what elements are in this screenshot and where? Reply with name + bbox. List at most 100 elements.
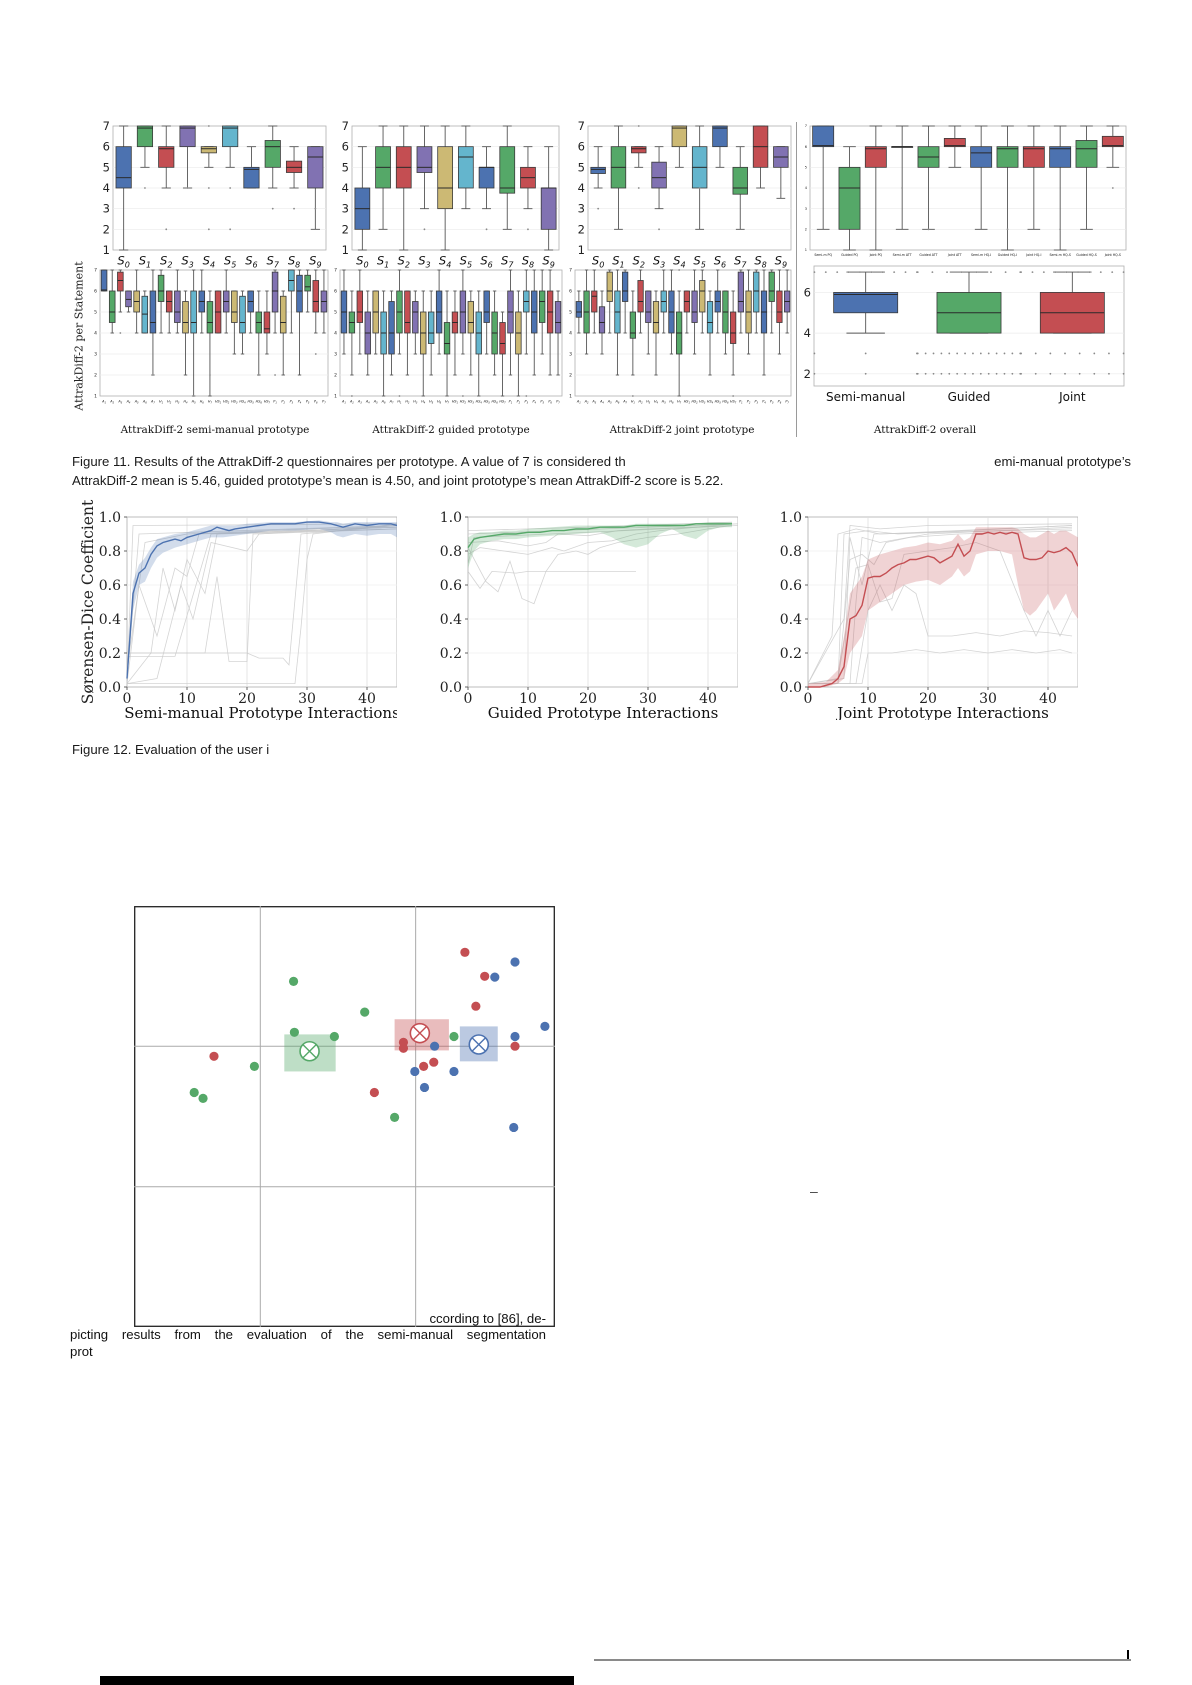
svg-text:HS4: HS4 — [707, 399, 714, 404]
svg-text:0.4: 0.4 — [440, 612, 462, 628]
svg-text:0: 0 — [464, 691, 473, 707]
boxplot-joint-per-statement: 1 2 3 4 5 6 7 A1 A2 A3 A4 A5 A6 A7 H1 H2 H3 H4 H5 H6 H7 HS1 HS… — [563, 262, 795, 412]
svg-text:10: 10 — [519, 691, 537, 707]
svg-text:1.0: 1.0 — [99, 510, 121, 526]
svg-text:HS3: HS3 — [231, 399, 238, 404]
svg-text:Joint HQ-S: Joint HQ-S — [1104, 253, 1121, 257]
svg-text:7: 7 — [569, 268, 572, 274]
subcaption-joint: AttrakDiff-2 joint prototype — [609, 424, 755, 436]
svg-text:7: 7 — [578, 119, 585, 133]
svg-text:2: 2 — [569, 373, 572, 379]
svg-text:P6: P6 — [314, 399, 318, 404]
svg-text:0.6: 0.6 — [99, 578, 121, 594]
svg-text:0.8: 0.8 — [780, 544, 802, 560]
svg-text:A5: A5 — [607, 399, 612, 404]
svg-text:A7: A7 — [150, 399, 155, 404]
svg-text:H5: H5 — [662, 399, 667, 404]
svg-text:A2: A2 — [349, 399, 354, 404]
svg-text:P5: P5 — [540, 399, 544, 404]
svg-text:A1: A1 — [341, 399, 346, 404]
svg-text:0.2: 0.2 — [780, 646, 802, 662]
svg-text:Semi-manual: Semi-manual — [826, 390, 905, 404]
svg-text:6: 6 — [94, 289, 97, 295]
subcaption-guided: AttrakDiff-2 guided prototype — [372, 424, 530, 436]
body-text-line1: ccording to [86], de- — [429, 1311, 546, 1326]
figure11-caption-line1-left: Figure 11. Results of the AttrakDiff-2 q… — [72, 454, 626, 469]
svg-text:6: 6 — [578, 140, 585, 154]
svg-text:H5: H5 — [429, 399, 434, 404]
svg-text:0: 0 — [804, 691, 813, 707]
svg-text:30: 30 — [639, 691, 657, 707]
svg-text:H6: H6 — [437, 399, 442, 404]
svg-text:1.0: 1.0 — [780, 510, 802, 526]
svg-text:Joint PQ: Joint PQ — [869, 253, 883, 257]
svg-text:7: 7 — [342, 119, 349, 133]
boxplot-guided-per-statement: 1 2 3 4 5 6 7 A1 A2 A3 A4 A5 A6 A7 H1 H2 H3 H4 H5 H6 H7 HS1 HS… — [328, 262, 566, 412]
svg-text:P5: P5 — [770, 399, 774, 404]
svg-text:Guided: Guided — [948, 390, 991, 404]
svg-text:Semi-m PQ: Semi-m PQ — [814, 253, 832, 257]
svg-text:5: 5 — [103, 160, 110, 174]
svg-text:4: 4 — [569, 331, 572, 337]
svg-text:P2: P2 — [281, 399, 285, 404]
svg-text:H4: H4 — [654, 399, 659, 404]
figure-panel-divider — [796, 122, 797, 437]
svg-text:H1: H1 — [159, 399, 164, 404]
svg-text:HS1: HS1 — [452, 399, 459, 404]
svg-text:P1: P1 — [739, 399, 743, 404]
svg-text:H2: H2 — [167, 399, 172, 404]
svg-text:P4: P4 — [762, 399, 766, 404]
svg-text:5: 5 — [805, 166, 807, 170]
svg-text:2: 2 — [334, 373, 337, 379]
svg-text:1: 1 — [578, 243, 585, 257]
svg-text:0.8: 0.8 — [440, 544, 462, 560]
svg-text:40: 40 — [699, 691, 717, 707]
svg-text:P3: P3 — [290, 399, 294, 404]
svg-text:HS6: HS6 — [256, 399, 263, 404]
svg-text:P4: P4 — [532, 399, 536, 404]
svg-text:Joint HQ-I: Joint HQ-I — [1025, 253, 1041, 257]
svg-text:0.4: 0.4 — [99, 612, 121, 628]
svg-text:H1: H1 — [397, 399, 402, 404]
bottom-black-bar — [100, 1676, 574, 1685]
svg-text:1: 1 — [334, 394, 337, 400]
svg-text:H4: H4 — [421, 399, 426, 404]
figure12-caption: Figure 12. Evaluation of the user i — [72, 742, 270, 757]
svg-text:3: 3 — [342, 202, 349, 216]
svg-text:4: 4 — [342, 181, 349, 195]
body-text-fragment: ccording to [86], de- picting results fr… — [70, 1311, 546, 1360]
svg-text:HS1: HS1 — [215, 399, 222, 404]
svg-text:HS7: HS7 — [264, 399, 271, 404]
boxplot-semimanual-per-statement: 1 2 3 4 5 6 7 A1 A2 A3 A4 A5 A6 A7 H1 H2 H3 H4 H5 H6 H7 HS1 HS… — [88, 262, 332, 412]
svg-text:6: 6 — [804, 285, 811, 299]
svg-text:2: 2 — [342, 222, 349, 236]
svg-text:4: 4 — [103, 181, 110, 195]
figure11-caption-line2: AttrakDiff-2 mean is 5.46, guided protot… — [72, 473, 724, 488]
fig11-y-axis-label: AttrakDiff-2 per Statement — [72, 261, 86, 411]
subcaption-overall: AttrakDiff-2 overall — [873, 424, 977, 436]
svg-text:P7: P7 — [556, 399, 560, 404]
svg-text:0.0: 0.0 — [780, 680, 802, 696]
svg-text:A6: A6 — [381, 399, 386, 404]
svg-text:40: 40 — [1039, 691, 1057, 707]
svg-text:HS4: HS4 — [476, 399, 483, 404]
svg-text:HS7: HS7 — [730, 399, 737, 404]
svg-text:4: 4 — [804, 326, 811, 340]
svg-text:P3: P3 — [525, 399, 529, 404]
body-text-line2: picting results from the evaluation of t… — [70, 1327, 546, 1343]
figure11-caption-line1-right: emi-manual prototype’s — [994, 454, 1131, 469]
lineplot-semimanual-interactions: 0.0 0.2 0.4 0.6 0.8 1.0 0 10 20 30 40 Semi-manual P… — [82, 505, 400, 722]
svg-text:HS2: HS2 — [460, 399, 467, 404]
svg-text:0.0: 0.0 — [99, 680, 121, 696]
svg-text:Guided Prototype Interactions: Guided Prototype Interactions — [488, 704, 719, 720]
svg-text:A7: A7 — [389, 399, 394, 404]
svg-text:Semi-m ATT: Semi-m ATT — [893, 253, 912, 257]
svg-text:7: 7 — [805, 124, 807, 128]
svg-text:H5: H5 — [192, 399, 197, 404]
boxplot-joint-statements: 1 2 3 4 5 6 7 S0 S1 S2 S3 S4 S5 S6 S7 S8 S9 — [561, 118, 797, 276]
svg-text:A1: A1 — [101, 399, 106, 404]
svg-text:P2: P2 — [747, 399, 751, 404]
svg-text:H4: H4 — [183, 399, 188, 404]
svg-text:0.2: 0.2 — [440, 646, 462, 662]
svg-text:Semi-manual Prototype Interact: Semi-manual Prototype Interactions — [124, 704, 397, 720]
